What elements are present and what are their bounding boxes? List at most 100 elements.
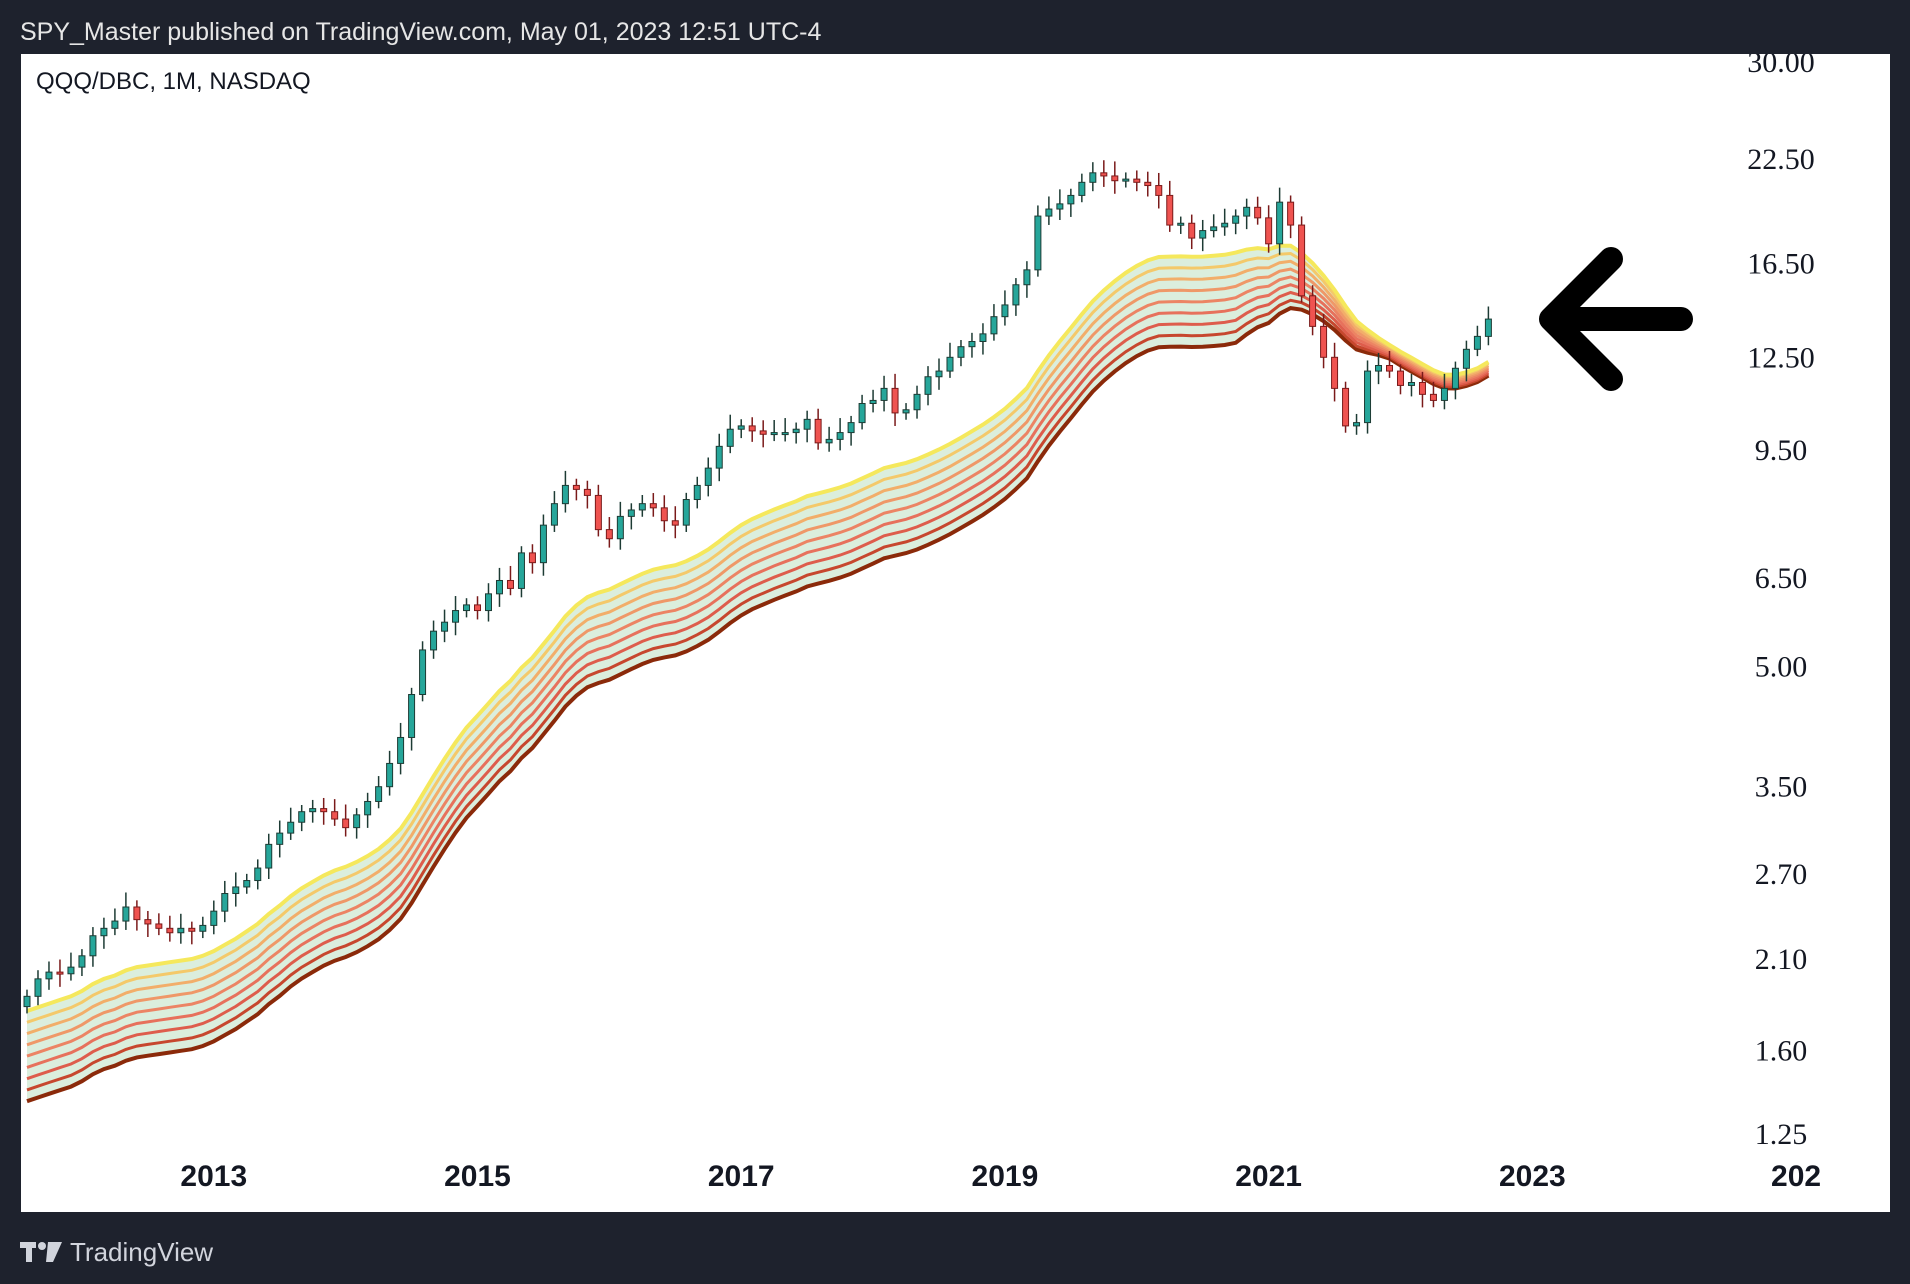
y-tick-label: 3.50 [1755, 771, 1808, 804]
candle [155, 913, 163, 936]
price-chart[interactable]: 30.00 22.50 16.50 12.50 9.50 6.50 5.00 3.50 2.70… [21, 54, 1890, 1212]
candle [1111, 161, 1119, 194]
candle [23, 989, 31, 1014]
candle [177, 913, 185, 944]
candle [913, 385, 921, 419]
candle [715, 433, 723, 482]
y-axis: 30.00 22.50 16.50 12.50 9.50 6.50 5.00 3.50 2.70… [1747, 54, 1815, 1151]
candle [111, 908, 119, 936]
candle [452, 596, 460, 636]
candle [1012, 278, 1020, 316]
candle [1429, 381, 1437, 408]
candle [419, 641, 427, 702]
candle [1298, 216, 1306, 303]
candle [990, 304, 998, 341]
y-tick-label: 12.50 [1747, 341, 1815, 374]
candle [133, 900, 141, 931]
chart-panel[interactable]: 30.00 22.50 16.50 12.50 9.50 6.50 5.00 3.50 2.70… [21, 54, 1890, 1212]
candle [1342, 381, 1350, 433]
candle [660, 495, 668, 532]
candle [726, 414, 734, 454]
candle [188, 921, 196, 945]
candle [1001, 290, 1009, 326]
candle [1155, 172, 1163, 209]
y-tick-label: 1.25 [1755, 1118, 1808, 1151]
candle [232, 872, 240, 907]
candle [605, 517, 613, 548]
tradingview-logo-icon [20, 1240, 62, 1264]
candle [693, 476, 701, 509]
candle [166, 915, 174, 942]
candle [539, 514, 547, 576]
candle [528, 544, 536, 574]
candle [1144, 171, 1152, 197]
candle [649, 493, 657, 517]
y-tick-label: 2.70 [1755, 858, 1808, 891]
candle [1089, 162, 1097, 192]
candle [1056, 189, 1064, 221]
candle [276, 820, 284, 858]
candle [495, 567, 503, 607]
candle [1287, 195, 1295, 239]
candle [320, 797, 328, 825]
candle [935, 358, 943, 390]
candle [1320, 313, 1328, 369]
candle [748, 417, 756, 442]
candle [968, 332, 976, 358]
candle [484, 583, 492, 622]
candle [770, 419, 778, 442]
candle [1254, 196, 1262, 225]
candle [1122, 172, 1130, 188]
candle [957, 340, 965, 367]
candle [243, 873, 251, 894]
y-tick-label: 16.50 [1747, 248, 1815, 281]
brand-name: TradingView [70, 1236, 214, 1267]
candle [463, 598, 471, 618]
candle [474, 596, 482, 620]
candle [517, 546, 525, 598]
candle [572, 478, 580, 501]
candle [880, 375, 888, 412]
candle [924, 366, 932, 406]
y-tick-label: 1.60 [1755, 1035, 1808, 1068]
candle [638, 494, 646, 517]
candle [902, 403, 910, 420]
candle [792, 422, 800, 444]
candle [287, 807, 295, 840]
candle [1309, 285, 1317, 336]
candle [803, 410, 811, 443]
y-tick-label: 2.10 [1755, 943, 1808, 976]
candle [1396, 364, 1404, 395]
candle [847, 415, 855, 446]
left-arrow-icon [1539, 247, 1693, 391]
candle [1375, 352, 1383, 385]
x-tick-label: 2017 [708, 1160, 775, 1193]
candle [122, 892, 130, 930]
candle [430, 620, 438, 659]
candle [1407, 373, 1415, 397]
candle [1364, 360, 1372, 434]
candlesticks [23, 160, 1492, 1014]
candle [1166, 180, 1174, 232]
candle [1133, 170, 1141, 192]
ema-line [26, 275, 1490, 1058]
x-tick-label: 2021 [1235, 1160, 1302, 1193]
candle [858, 394, 866, 430]
candle [1451, 361, 1459, 400]
x-tick-label: 2023 [1499, 1160, 1566, 1193]
candle [1243, 198, 1251, 230]
candle [1386, 350, 1394, 378]
candle [1473, 325, 1481, 357]
candle [1034, 205, 1042, 277]
candle [221, 880, 229, 923]
ema-line [26, 290, 1490, 1081]
candle [353, 808, 361, 839]
candle [1199, 219, 1207, 252]
candle [89, 927, 97, 967]
candle [869, 389, 877, 413]
candle [737, 419, 745, 439]
ribbon-fill [27, 245, 1489, 1102]
candle [825, 426, 833, 452]
ema-line [26, 267, 1490, 1047]
x-tick-label: 2015 [444, 1160, 511, 1193]
